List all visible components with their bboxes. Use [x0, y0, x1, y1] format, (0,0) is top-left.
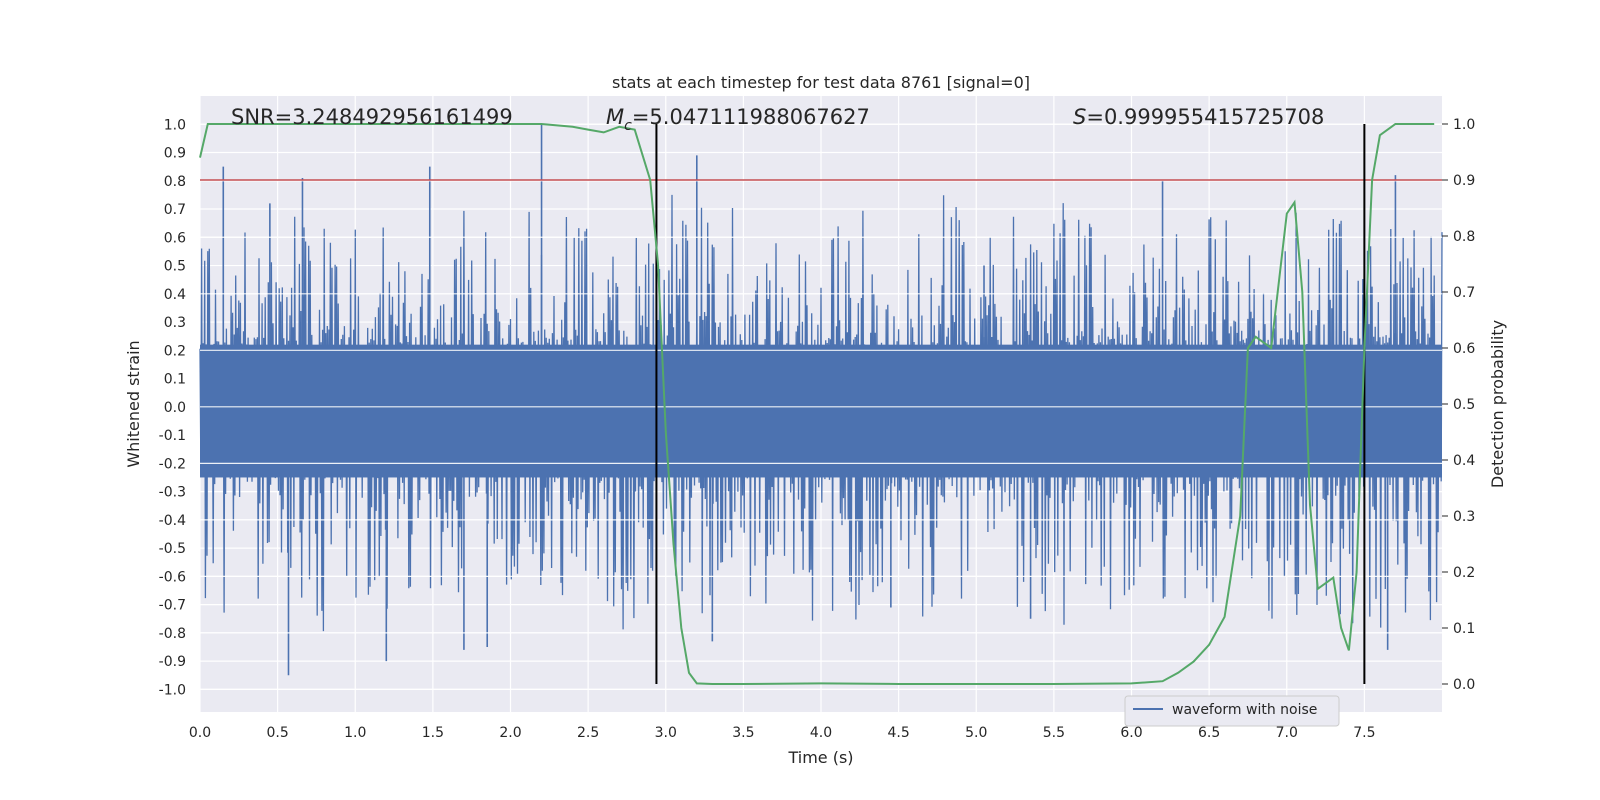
- y-left-tick-label: 0.8: [164, 174, 186, 190]
- vertical-markers: [655, 124, 1366, 684]
- y-right-tick-label: 0.6: [1453, 341, 1475, 357]
- x-tick-label: 6.5: [1198, 725, 1220, 741]
- y-right-tick-label: 0.4: [1453, 453, 1475, 469]
- x-axis-label: Time (s): [787, 748, 853, 767]
- x-tick-label: 3.5: [732, 725, 754, 741]
- chart-title: stats at each timestep for test data 876…: [612, 73, 1030, 92]
- y-right-tick-label: 0.9: [1453, 173, 1475, 189]
- x-tick-label: 5.5: [1043, 725, 1065, 741]
- y-right-tick-label: 0.7: [1453, 285, 1475, 301]
- snr-annotation: SNR=3.248492956161499: [231, 105, 513, 129]
- y-left-tick-label: -0.4: [159, 513, 186, 529]
- y-right-tick-label: 0.2: [1453, 565, 1475, 581]
- y-left-tick-label: 0.0: [164, 400, 186, 416]
- x-tick-label: 2.5: [577, 725, 599, 741]
- s-value: =0.999955415725708: [1086, 105, 1324, 129]
- probability-series-line: [199, 123, 1435, 685]
- legend: waveform with noise: [1124, 695, 1340, 727]
- y-right-tick-label: 0.8: [1453, 229, 1475, 245]
- y-left-tick-label: 0.2: [164, 343, 186, 359]
- x-tick-label: 7.5: [1353, 725, 1375, 741]
- y-axis-label-right: Detection probability: [1488, 320, 1507, 488]
- x-tick-label: 3.0: [655, 725, 677, 741]
- y-right-tick-label: 0.0: [1453, 677, 1475, 693]
- mc-annotation: Mc=5.047111988067627: [606, 105, 870, 134]
- y-left-tick-label: -0.3: [159, 485, 186, 501]
- y-right-tick-label: 0.5: [1453, 397, 1475, 413]
- tick-labels: 0.0 0.5 1.0 1.5 2.0 2.5 3.0 3.5 4.0 4.5 5.0 5.5 6.0 6…: [159, 117, 1476, 741]
- x-tick-label: 5.0: [965, 725, 987, 741]
- mc-subscript: c: [624, 118, 632, 134]
- y-left-tick-label: -0.2: [159, 456, 186, 472]
- y-left-tick-label: 1.0: [164, 117, 186, 133]
- y-left-tick-label: 0.9: [164, 146, 186, 162]
- waveform-series: [199, 123, 1443, 690]
- y-left-tick-label: -0.8: [159, 626, 186, 642]
- x-tick-label: 7.0: [1276, 725, 1298, 741]
- y-left-tick-label: -0.9: [159, 654, 186, 670]
- y-right-tick-label: 0.3: [1453, 509, 1475, 525]
- x-tick-label: 0.0: [189, 725, 211, 741]
- y-left-tick-label: -0.6: [159, 569, 186, 585]
- y-left-tick-label: -0.1: [159, 428, 186, 444]
- y-axis-label-left: Whitened strain: [124, 340, 143, 467]
- y-left-tick-label: 0.1: [164, 372, 186, 388]
- y-right-tick-label: 1.0: [1453, 117, 1475, 133]
- x-tick-label: 4.0: [810, 725, 832, 741]
- legend-label: waveform with noise: [1172, 702, 1317, 718]
- y-left-tick-label: 0.5: [164, 259, 186, 275]
- y-right-tick-label: 0.1: [1453, 621, 1475, 637]
- mc-value: =5.047111988067627: [632, 105, 870, 129]
- x-tick-label: 6.0: [1120, 725, 1142, 741]
- x-tick-label: 2.0: [499, 725, 521, 741]
- mc-symbol: M: [606, 105, 624, 129]
- y-left-tick-label: 0.4: [164, 287, 186, 303]
- y-left-tick-label: -0.5: [159, 541, 186, 557]
- s-annotation: S=0.999955415725708: [1073, 105, 1324, 129]
- waveform-dense-band: [200, 344, 1442, 478]
- y-left-tick-label: 0.3: [164, 315, 186, 331]
- y-left-tick-label: -1.0: [159, 682, 186, 698]
- x-tick-label: 1.5: [422, 725, 444, 741]
- y-left-tick-label: 0.6: [164, 230, 186, 246]
- y-left-tick-label: 0.7: [164, 202, 186, 218]
- x-tick-label: 1.0: [344, 725, 366, 741]
- y-left-tick-label: -0.7: [159, 598, 186, 614]
- s-symbol: S: [1073, 105, 1086, 129]
- x-tick-label: 0.5: [266, 725, 288, 741]
- legend-box: [1124, 695, 1340, 727]
- x-tick-label: 4.5: [887, 725, 909, 741]
